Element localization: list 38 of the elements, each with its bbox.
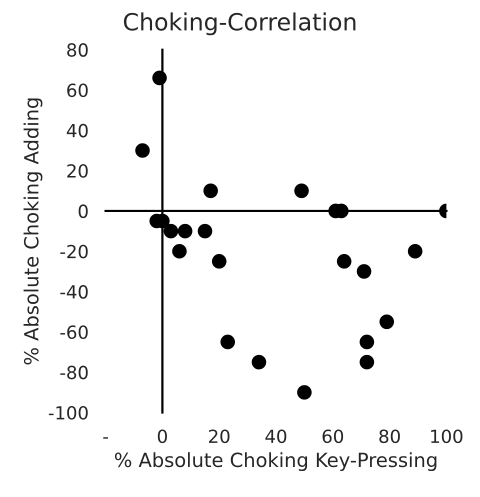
y-tick-label: 20 <box>67 164 88 178</box>
y-tick-label: -100 <box>48 406 88 420</box>
y-tick-label: -40 <box>60 285 88 299</box>
x-tick-label: 20 <box>209 429 230 444</box>
point <box>152 70 167 86</box>
point <box>379 314 394 330</box>
point <box>360 334 374 350</box>
point <box>408 244 422 259</box>
x-tick-label: - <box>103 437 108 439</box>
point <box>220 334 236 350</box>
point <box>252 354 266 370</box>
point <box>297 385 312 400</box>
y-tick-label: 80 <box>67 43 88 57</box>
x-axis-title: % Absolute Choking Key-Pressing <box>114 452 436 472</box>
y-tick-label: 40 <box>66 124 88 138</box>
point <box>336 254 352 269</box>
y-tick-label: 60 <box>67 83 88 98</box>
y-tick-label: -60 <box>60 325 88 339</box>
y-tick-label: -80 <box>60 366 88 380</box>
x-tick-label: 80 <box>379 429 400 444</box>
x-tick-label: 60 <box>322 429 344 444</box>
y-tick-label: -20 <box>60 244 88 258</box>
point <box>198 224 212 238</box>
x-tick-label: 0 <box>158 429 167 444</box>
point <box>294 184 309 198</box>
chart-title: Choking-Correlation <box>124 12 356 36</box>
point <box>135 143 150 158</box>
point <box>203 184 218 198</box>
point <box>360 354 374 370</box>
point <box>356 264 372 279</box>
point <box>164 224 178 238</box>
x-tick-label: 40 <box>265 429 286 444</box>
y-tick-label: 0 <box>78 204 88 218</box>
y-axis-title: % Absolute Choking Adding <box>24 98 42 364</box>
point <box>178 224 192 238</box>
point <box>212 254 226 269</box>
x-tick-label: 100 <box>431 429 462 444</box>
point <box>172 244 187 259</box>
